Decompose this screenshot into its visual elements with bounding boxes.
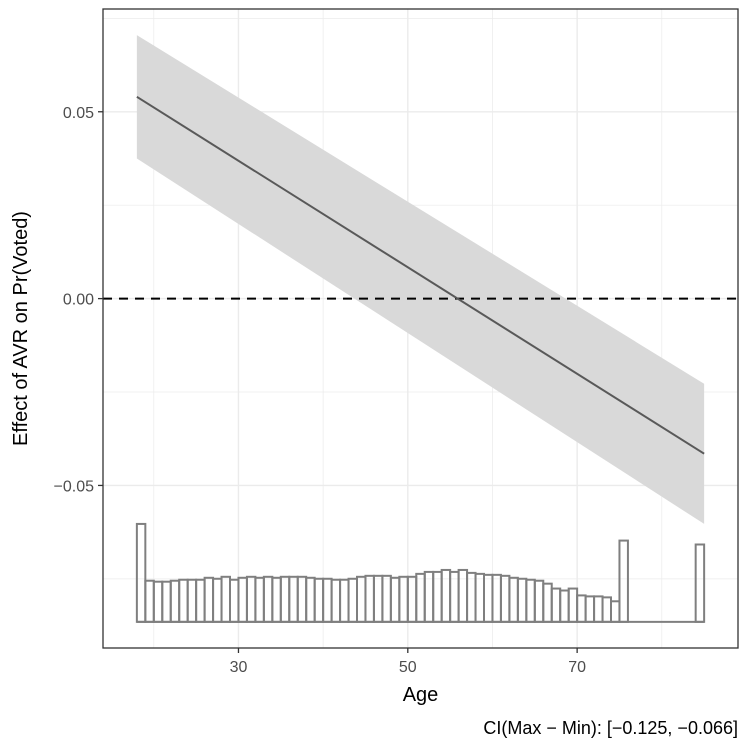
y-axis-title: Effect of AVR on Pr(Voted) xyxy=(10,211,32,446)
ci-caption: CI(Max − Min): [−0.125, −0.066] xyxy=(483,718,738,738)
histogram-bar xyxy=(135,522,147,623)
effect-line xyxy=(136,95,705,455)
confidence-band xyxy=(136,35,705,524)
y-tick-label: 0.00 xyxy=(63,292,94,309)
histogram-bar xyxy=(694,543,706,623)
x-axis-ticks: 30 50 70 xyxy=(230,648,586,676)
x-tick-label: 30 xyxy=(230,659,248,676)
panel-border xyxy=(102,8,739,649)
y-tick-label: −0.05 xyxy=(54,478,95,495)
x-tick-label: 50 xyxy=(399,659,417,676)
age-histogram xyxy=(135,522,706,623)
x-axis-title: Age xyxy=(403,684,439,706)
y-axis-ticks: −0.05 0.00 0.05 xyxy=(54,105,103,495)
histogram-bar xyxy=(618,539,629,623)
y-tick-label: 0.05 xyxy=(63,105,94,122)
x-tick-label: 70 xyxy=(568,659,586,676)
